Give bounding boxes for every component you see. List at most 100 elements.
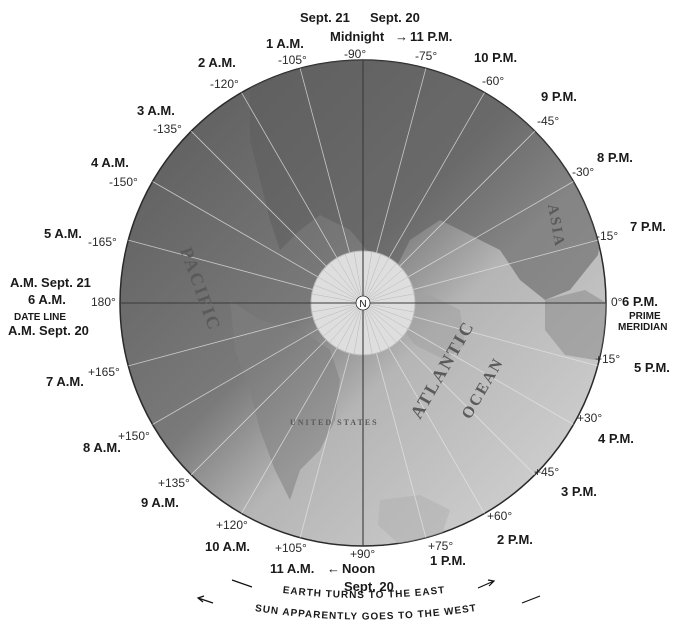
ice-cap-spoke	[353, 310, 362, 355]
ice-cap-spoke	[366, 257, 390, 297]
ice-cap-spoke	[369, 306, 409, 330]
am-sept21-label: A.M. Sept. 21	[10, 275, 91, 290]
ice-cap-spoke	[336, 309, 360, 349]
hour-2am: 2 A.M.	[198, 55, 236, 70]
midnight-label: Midnight	[330, 29, 385, 44]
lon-plus-45: +45°	[534, 465, 560, 479]
lon-plus-60: +60°	[487, 509, 513, 523]
ice-cap-spoke	[365, 310, 382, 352]
ice-cap-spoke	[370, 293, 415, 302]
ice-cap-spoke	[368, 307, 403, 337]
eleven-pm-label: 11 P.M.	[410, 29, 453, 44]
lon-minus-60: -60°	[482, 74, 505, 88]
ice-cap-spoke	[353, 251, 362, 296]
hour-5pm: 5 P.M.	[634, 360, 670, 375]
hour-8am: 8 A.M.	[83, 440, 121, 455]
ice-cap-spoke	[366, 309, 390, 349]
hour-2pm: 2 P.M.	[497, 532, 533, 547]
lon-plus-150: +150°	[118, 429, 150, 443]
prime-label: PRIME	[629, 311, 661, 322]
sun-goes-west-text: SUN APPARENTLY GOES TO THE WEST	[254, 603, 477, 623]
ice-cap-spoke	[364, 251, 373, 296]
sept20-top-label: Sept. 20	[370, 10, 420, 25]
hour-7am: 7 A.M.	[46, 374, 84, 389]
west-arrow-left	[196, 595, 214, 604]
hour-9pm: 9 P.M.	[541, 89, 577, 104]
pole-marker	[355, 295, 371, 311]
ice-cap-spoke	[367, 308, 397, 343]
hour-9am: 9 A.M.	[141, 495, 179, 510]
ice-cap-spoke	[314, 305, 356, 322]
pole-label: N	[359, 299, 366, 310]
ice-cap-spoke	[364, 310, 373, 355]
lon-plus-105: +105°	[275, 541, 307, 555]
ice-cap-spoke	[317, 276, 357, 300]
sept21-top-label: Sept. 21	[300, 10, 350, 25]
lon-minus-135: -135°	[153, 122, 182, 136]
hour-5am: 5 A.M.	[44, 226, 82, 241]
eurasia-landmass	[250, 60, 605, 300]
ice-cap-spoke	[311, 293, 356, 302]
north-america-landmass	[230, 300, 340, 500]
six-pm-label: 6 P.M.	[622, 294, 658, 309]
hour-3am: 3 A.M.	[137, 103, 175, 118]
east-arrow-left	[231, 579, 253, 588]
greenland-landmass	[400, 295, 465, 360]
hour-3pm: 3 P.M.	[561, 484, 597, 499]
arrow-to-noon: ←	[327, 561, 340, 576]
sept20-bottom-label: Sept. 20	[344, 579, 394, 594]
lon-plus-120: +120°	[216, 518, 248, 532]
lon-180: 180°	[91, 295, 116, 309]
hour-10am: 10 A.M.	[205, 539, 251, 554]
meridian-label: MERIDIAN	[618, 322, 668, 333]
hour-4pm: 4 P.M.	[598, 431, 634, 446]
lon-0: 0°	[611, 295, 623, 309]
lon-minus-75: -75°	[415, 49, 438, 63]
lon-plus-90: +90°	[350, 547, 376, 561]
ice-cap-spoke	[311, 304, 356, 313]
lon-plus-165: +165°	[88, 365, 120, 379]
label-asia: ASIA	[544, 203, 567, 249]
lon-plus-75: +75°	[428, 539, 454, 553]
east-arrow-right	[477, 579, 496, 589]
lon-minus-90: -90°	[344, 47, 367, 61]
lon-minus-30: -30°	[572, 165, 595, 179]
africa-landmass	[545, 290, 606, 360]
lon-plus-135: +135°	[158, 476, 190, 490]
ice-cap-spoke	[314, 284, 356, 301]
ice-cap-spoke	[329, 263, 359, 298]
lon-minus-15: -15°	[596, 229, 619, 243]
lon-plus-15: +15°	[595, 352, 621, 366]
noon-label: Noon	[342, 561, 376, 576]
lon-minus-165: -165°	[88, 235, 117, 249]
ice-cap-spoke	[370, 284, 412, 301]
hour-1am: 1 A.M.	[266, 36, 304, 51]
lon-minus-45: -45°	[537, 114, 560, 128]
six-am-label: 6 A.M.	[28, 292, 66, 307]
west-arrow-right	[521, 595, 541, 604]
date-line-label: DATE LINE	[14, 312, 67, 323]
ice-cap-spoke	[369, 276, 409, 300]
ice-cap-spoke	[344, 254, 361, 296]
ice-cap-spoke	[370, 305, 412, 322]
lon-plus-30: +30°	[577, 411, 603, 425]
ice-cap-spoke	[367, 263, 397, 298]
label-united-states: UNITED STATES	[290, 418, 379, 427]
lon-minus-120: -120°	[210, 77, 239, 91]
arrow-to-11pm: →	[395, 29, 408, 44]
ice-cap-spoke	[317, 306, 357, 330]
lon-minus-105: -105°	[278, 53, 307, 67]
hour-7pm: 7 P.M.	[630, 219, 666, 234]
ice-cap-spoke	[344, 310, 361, 352]
earth-turns-east-text: EARTH TURNS TO THE EAST	[282, 585, 446, 601]
am-sept20-label: A.M. Sept. 20	[8, 323, 89, 338]
hour-8pm: 8 P.M.	[597, 150, 633, 165]
ice-cap-spoke	[329, 308, 359, 343]
ice-cap-spoke	[336, 257, 360, 297]
ice-cap-spoke	[323, 269, 358, 299]
hour-10pm: 10 P.M.	[474, 50, 518, 65]
ice-cap-spoke	[370, 304, 415, 313]
hour-1pm: 1 P.M.	[430, 553, 466, 568]
